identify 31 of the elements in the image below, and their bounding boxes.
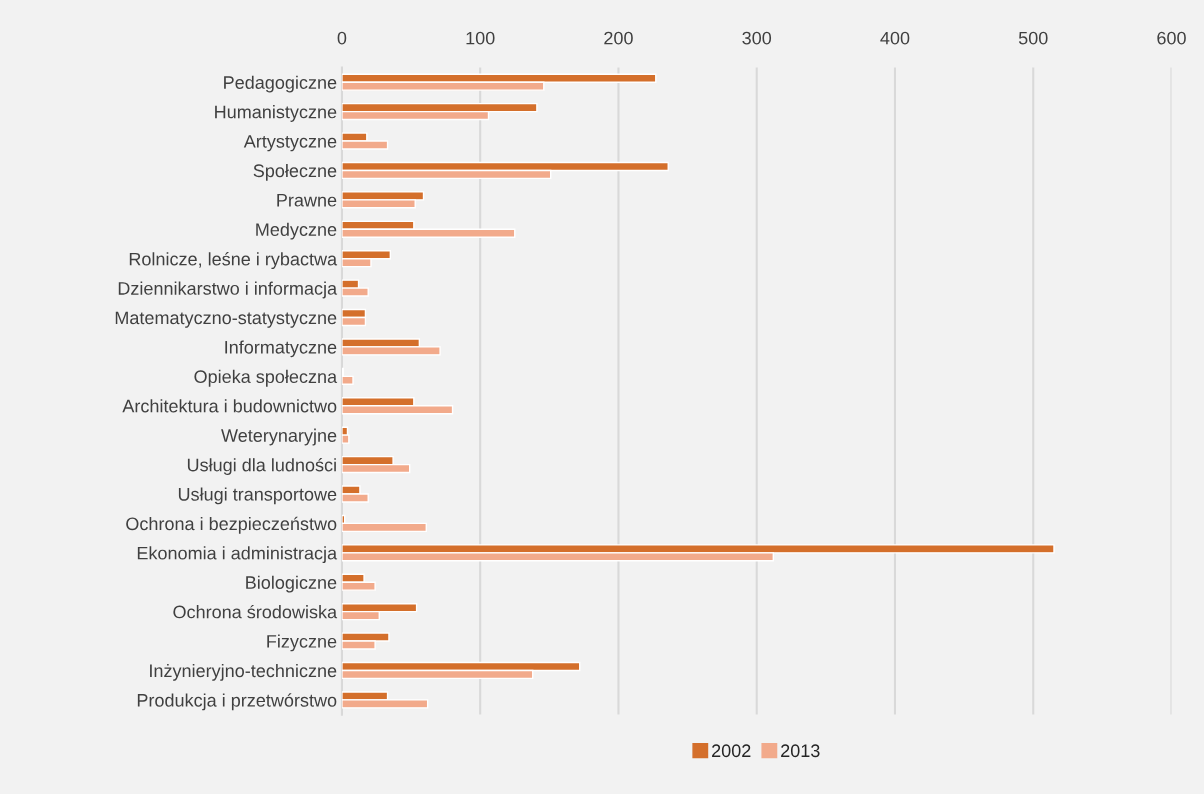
legend-label: 2013 [781,744,820,758]
y-tick-label: Ochrona i bezpieczeństwo [126,516,337,534]
y-tick-label: Humanistyczne [215,105,337,122]
y-tick-label: Ochrona środowiska [173,604,338,619]
y-tick-label: Ekonomia i administracja [137,546,338,564]
y-tick-label: Opieka społeczna [194,369,338,387]
y-tick-label: Społeczne [253,163,337,181]
y-tick-label: Artystyczne [243,135,337,152]
x-tick-label: 100 [466,31,495,45]
legend-label: 2002 [712,744,751,758]
y-tick-label: Dziennikarstwo i informacja [118,281,338,299]
y-tick-label: Weterynaryjne [221,428,337,446]
x-tick-label: 500 [1018,31,1048,45]
x-tick-label: 200 [604,31,633,45]
y-tick-label: Rolnicze, leśne i rybactwa [129,252,338,270]
y-tick-label: Pedagogiczne [224,75,337,93]
y-tick-label: Medyczne [256,222,337,240]
y-tick-label: Usługi dla ludności [187,457,336,475]
x-tick-label: 300 [742,31,772,45]
y-tick-label: Inżynieryjno-techniczne [150,663,337,681]
y-tick-label: Usługi transportowe [178,487,337,505]
y-tick-label: Produkcja i przetwórstwo [137,693,337,711]
x-tick-label: 400 [880,31,910,45]
x-tick-label: 600 [1157,31,1186,45]
y-tick-label: Architektura i budownictwo [122,399,337,413]
y-tick-label: Prawne [277,193,337,207]
y-tick-label: Fizyczne [267,634,337,652]
y-tick-label: Matematyczno-statystyczne [115,311,337,328]
y-tick-label: Biologiczne [246,575,337,593]
x-tick-label: 0 [337,31,347,45]
y-tick-label: Informatyczne [225,340,337,358]
